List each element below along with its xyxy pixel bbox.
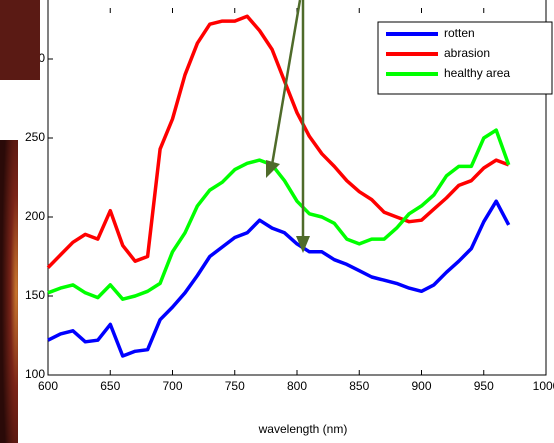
legend-label: healthy area [444,66,510,80]
photo [0,0,40,80]
legend-label: abrasion [444,46,490,60]
x-tick-label: 600 [38,379,58,393]
x-tick-label: 950 [474,379,494,393]
y-tick-label: 100 [25,367,45,381]
x-tick-label: 750 [225,379,245,393]
series-line [46,14,510,269]
y-tick-label: 200 [25,209,45,223]
x-tick-label: 850 [349,379,369,393]
x-tick-label: 700 [162,379,182,393]
y-tick-label: 250 [25,130,45,144]
legend-label: rotten [444,26,475,40]
series-line [47,199,511,358]
x-tick-label: 800 [287,379,307,393]
x-tick-label: 900 [411,379,431,393]
photo [0,140,18,443]
y-tick-label: 150 [25,288,45,302]
x-tick-label: 1000 [533,379,554,393]
arrows [266,0,310,253]
x-tick-label: 650 [100,379,120,393]
series-line [47,128,511,301]
plot-area: 600 650 700 750 800 850 900 950 1000 100 150 200 250… [25,0,554,393]
x-axis-label: wavelength (nm) [258,422,348,436]
